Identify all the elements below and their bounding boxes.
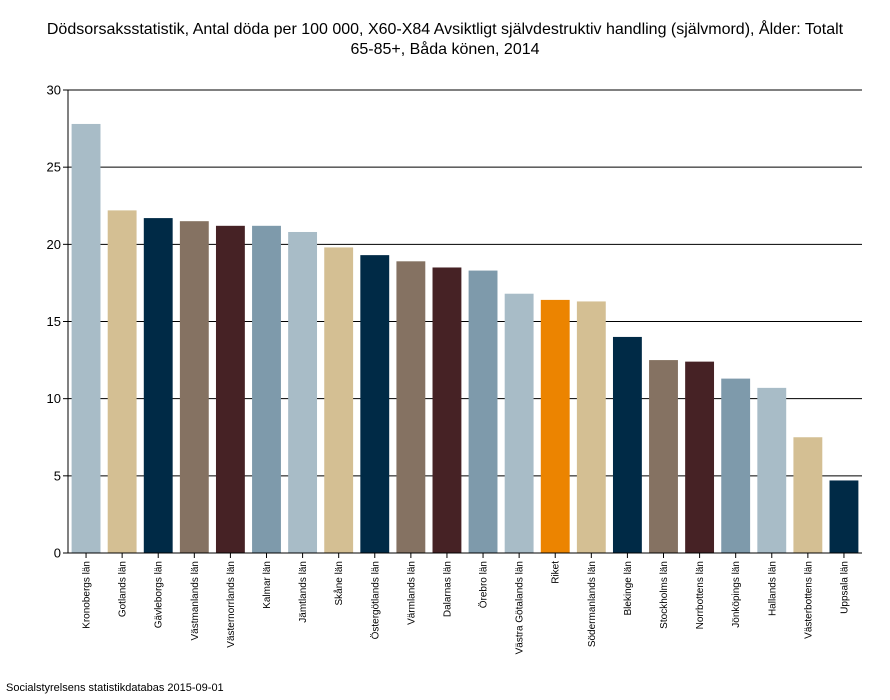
bar (468, 270, 498, 553)
x-tick-label: Blekinge län (623, 561, 634, 615)
x-tick-label: Jönköpings län (731, 561, 742, 628)
x-tick-label: Västmanlands län (190, 561, 201, 641)
x-tick-label: Gävleborgs län (154, 561, 165, 628)
y-tick-label: 30 (47, 83, 61, 98)
bar (721, 378, 751, 553)
bar (793, 437, 823, 553)
chart-title: Dödsorsaksstatistik, Antal döda per 100 … (0, 20, 890, 60)
bar (576, 301, 606, 553)
x-tick-label: Östergötlands län (369, 561, 381, 639)
x-tick-label: Södermanlands län (587, 561, 598, 647)
bar (757, 387, 787, 553)
bar (252, 225, 281, 553)
bar (396, 261, 426, 553)
x-tick-label: Örebro län (478, 561, 490, 608)
x-tick-label: Kronobergs län (82, 561, 93, 629)
y-tick-label: 25 (47, 160, 61, 175)
bar (288, 231, 318, 553)
bar (215, 225, 245, 553)
x-tick-label: Riket (551, 561, 562, 584)
bar (179, 221, 209, 553)
x-tick-label: Hallands län (767, 561, 778, 616)
y-tick-label: 0 (54, 546, 61, 561)
bar (504, 293, 534, 553)
x-tick-label: Västerbottens län (803, 561, 814, 639)
chart-title-line2: 65-85+, Båda könen, 2014 (350, 41, 540, 58)
bar (360, 255, 390, 554)
bar (612, 336, 642, 553)
bar (71, 123, 101, 553)
x-tick-label: Värmlands län (406, 561, 417, 625)
y-tick-label: 5 (54, 468, 61, 483)
bar (540, 299, 570, 553)
source-note: Socialstyrelsens statistikdatabas 2015-0… (6, 682, 224, 694)
bar (432, 267, 462, 553)
chart-title-line1: Dödsorsaksstatistik, Antal döda per 100 … (46, 21, 844, 38)
bar (107, 210, 137, 553)
x-tick-label: Gotlands län (118, 561, 129, 617)
x-tick-label: Uppsala län (839, 561, 850, 614)
y-tick-label: 15 (47, 314, 61, 329)
x-tick-label: Kalmar län (262, 561, 273, 609)
bar (324, 247, 354, 554)
x-tick-label: Dalarnas län (442, 561, 453, 617)
bar (143, 218, 173, 553)
bar (685, 361, 715, 553)
y-tick-label: 20 (47, 237, 61, 252)
x-tick-label: Norrbottens län (695, 561, 706, 629)
x-tick-label: Västra Götalands län (515, 561, 526, 654)
bar (829, 480, 859, 553)
y-tick-label: 10 (47, 391, 61, 406)
x-tick-label: Stockholms län (659, 561, 670, 629)
x-tick-label: Jämtlands län (298, 561, 309, 623)
x-tick-label: Skåne län (333, 561, 345, 605)
x-tick-label: Västernorrlands län (226, 561, 237, 648)
bar (649, 360, 678, 553)
